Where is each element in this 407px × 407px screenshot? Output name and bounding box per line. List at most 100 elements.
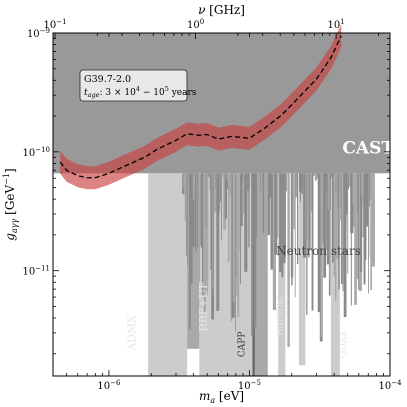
age-mid: − 10: [140, 88, 165, 98]
neutron-star-exclusion: [240, 173, 243, 227]
neutron-star-exclusion: [326, 173, 331, 265]
projection-band: [60, 24, 342, 190]
axis-ticks: [52, 32, 391, 376]
region-labels: CAST Neutron stars ADMX RBF+UF CAPP HAYSTAC QU…: [126, 138, 395, 358]
age-symbol: t: [84, 88, 88, 98]
neutron-star-exclusion: [225, 173, 229, 189]
neutron-star-exclusion: [221, 173, 222, 241]
y-axis-close: ]: [3, 168, 17, 173]
y-axis-symbol: g: [3, 233, 17, 241]
neutron-star-exclusion: [235, 173, 236, 332]
admx-label: ADMX: [126, 315, 139, 352]
neutron-star-exclusion: [303, 173, 306, 258]
neutron-star-exclusion: [331, 173, 335, 263]
neutron-star-exclusion: [260, 173, 264, 281]
neutron-star-exclusion: [214, 173, 218, 213]
neutron-star-exclusion: [276, 173, 279, 238]
neutron-star-exclusion: [299, 173, 301, 202]
neutron-star-exclusion: [361, 173, 363, 205]
y-axis-sub: aγγ: [10, 218, 19, 233]
neutron-star-exclusion: [214, 173, 216, 189]
neutron-star-exclusion: [217, 173, 219, 221]
neutron-star-exclusion: [356, 173, 357, 190]
neutron-star-exclusion: [274, 173, 278, 255]
x-axis-label: ma [eV]: [199, 389, 244, 405]
neutron-star-exclusion: [313, 173, 315, 176]
neutron-star-exclusion: [365, 173, 367, 260]
neutron-star-exclusion: [192, 173, 195, 201]
x-axis-unit: [eV]: [215, 389, 244, 403]
neutron-star-exclusion: [342, 173, 344, 292]
haystac-extension-region: [298, 173, 306, 366]
neutron-star-exclusion: [338, 173, 341, 221]
neutron-star-exclusion: [368, 173, 369, 294]
neutron-star-exclusion: [268, 173, 271, 198]
neutron-star-exclusion: [288, 173, 290, 326]
neutron-star-exclusion: [187, 173, 189, 266]
neutron-star-exclusion: [326, 173, 327, 250]
neutron-star-exclusion: [323, 173, 327, 278]
source-age: tage: 3 × 104 − 105 years: [84, 85, 197, 99]
neutron-star-exclusion: [198, 173, 200, 285]
plot-frame: [52, 32, 391, 377]
age-exp1: 4: [136, 85, 140, 93]
neutron-star-exclusion: [315, 173, 317, 181]
neutron-star-exclusion: [197, 173, 199, 248]
neutron-star-exclusion: [286, 173, 287, 192]
neutron-star-exclusion: [203, 173, 206, 314]
neutron-star-exclusion: [191, 173, 195, 248]
rbf-uf-label: RBF+UF: [197, 281, 210, 331]
projection-line: [59, 35, 342, 179]
neutron-star-exclusion: [267, 173, 270, 236]
neutron-star-exclusion: [335, 173, 337, 195]
neutron-star-exclusion: [311, 173, 314, 311]
neutron-star-exclusion: [324, 173, 328, 192]
neutron-star-exclusion: [362, 173, 364, 237]
neutron-star-exclusion: [351, 173, 354, 186]
neutron-star-exclusion: [308, 173, 311, 251]
neutron-star-exclusion: [252, 173, 254, 246]
neutron-star-exclusion: [271, 173, 274, 192]
haystac-label: HAYSTAC: [276, 295, 285, 335]
neutron-star-exclusion: [205, 173, 207, 228]
cast-label: CAST: [342, 138, 394, 158]
neutron-star-exclusion: [350, 173, 352, 306]
neutron-star-exclusion: [346, 173, 348, 215]
neutron-star-exclusion: [360, 173, 363, 273]
top-axis-symbol: ν: [198, 3, 205, 17]
neutron-star-exclusion: [291, 173, 293, 286]
neutron-star-exclusion: [238, 173, 240, 251]
neutron-star-exclusion: [329, 173, 330, 283]
neutron-star-exclusion: [306, 173, 308, 315]
capp-label: CAPP: [237, 332, 247, 358]
neutron-star-exclusion: [361, 173, 363, 195]
neutron-stars-label: Neutron stars: [276, 244, 361, 258]
neutron-star-exclusion: [347, 173, 349, 274]
y-axis-sup: −1: [2, 173, 11, 185]
neutron-star-exclusion: [301, 173, 303, 194]
neutron-star-exclusion: [220, 173, 222, 203]
age-unit: years: [169, 88, 197, 98]
neutron-star-exclusion: [340, 173, 341, 221]
neutron-star-exclusion: [206, 173, 209, 286]
neutron-star-exclusion: [345, 173, 347, 211]
neutron-star-exclusion: [183, 173, 186, 189]
neutron-star-exclusion: [294, 173, 296, 298]
neutron-star-exclusion: [212, 173, 214, 290]
y-tick-label: 10−9: [27, 27, 50, 40]
neutron-star-exclusion: [223, 173, 226, 230]
neutron-star-exclusion: [348, 173, 351, 187]
tick-labels: 10−6 10−5 10−4 10−1 100 101 10−11 10−10 10−9: [22, 18, 402, 392]
neutron-star-exclusion: [253, 173, 257, 328]
neutron-star-exclusion: [347, 173, 349, 190]
neutron-star-exclusion: [370, 173, 372, 290]
top-axis-label: ν [GHz]: [198, 3, 245, 17]
neutron-star-exclusion: [358, 173, 360, 290]
quax-label: QUAX: [339, 330, 349, 358]
neutron-star-exclusion: [204, 173, 208, 296]
neutron-star-exclusion: [249, 173, 251, 187]
neutron-star-exclusion: [182, 173, 185, 195]
source-info-box-frame: [79, 69, 188, 102]
neutron-star-exclusion: [283, 173, 286, 258]
